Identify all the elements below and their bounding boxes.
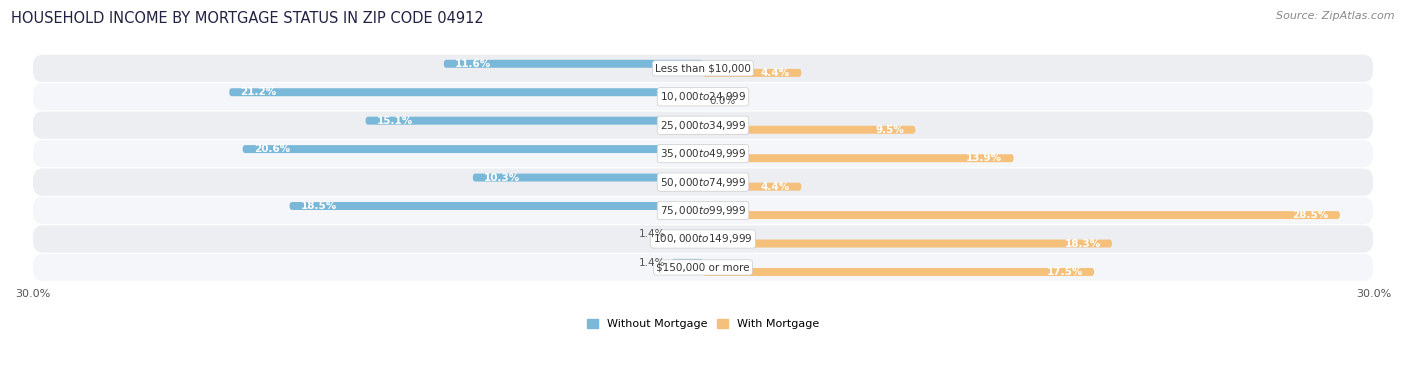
Text: $150,000 or more: $150,000 or more	[657, 262, 749, 273]
Text: Less than $10,000: Less than $10,000	[655, 63, 751, 74]
Text: 21.2%: 21.2%	[240, 87, 277, 97]
FancyBboxPatch shape	[366, 117, 703, 125]
FancyBboxPatch shape	[472, 173, 703, 182]
FancyBboxPatch shape	[32, 169, 1374, 196]
FancyBboxPatch shape	[229, 88, 703, 96]
Text: $25,000 to $34,999: $25,000 to $34,999	[659, 119, 747, 132]
Text: 4.4%: 4.4%	[761, 182, 790, 192]
Text: 17.5%: 17.5%	[1046, 267, 1083, 277]
Text: 9.5%: 9.5%	[876, 125, 904, 135]
Text: $75,000 to $99,999: $75,000 to $99,999	[659, 204, 747, 217]
FancyBboxPatch shape	[703, 239, 1112, 248]
FancyBboxPatch shape	[32, 225, 1374, 253]
Text: 20.6%: 20.6%	[254, 144, 290, 154]
FancyBboxPatch shape	[32, 254, 1374, 281]
FancyBboxPatch shape	[672, 230, 703, 238]
Text: $35,000 to $49,999: $35,000 to $49,999	[659, 147, 747, 160]
FancyBboxPatch shape	[703, 268, 1094, 276]
FancyBboxPatch shape	[32, 140, 1374, 167]
Text: 13.9%: 13.9%	[966, 153, 1002, 163]
Text: Source: ZipAtlas.com: Source: ZipAtlas.com	[1277, 11, 1395, 21]
Text: 4.4%: 4.4%	[761, 68, 790, 78]
FancyBboxPatch shape	[243, 145, 703, 153]
Text: 0.0%: 0.0%	[710, 97, 735, 106]
Text: 11.6%: 11.6%	[456, 59, 491, 69]
FancyBboxPatch shape	[703, 69, 801, 77]
Text: 10.3%: 10.3%	[484, 173, 520, 182]
FancyBboxPatch shape	[703, 211, 1340, 219]
FancyBboxPatch shape	[32, 197, 1374, 224]
Text: 15.1%: 15.1%	[377, 116, 413, 126]
FancyBboxPatch shape	[703, 183, 801, 191]
FancyBboxPatch shape	[290, 202, 703, 210]
FancyBboxPatch shape	[672, 259, 703, 267]
Text: HOUSEHOLD INCOME BY MORTGAGE STATUS IN ZIP CODE 04912: HOUSEHOLD INCOME BY MORTGAGE STATUS IN Z…	[11, 11, 484, 26]
FancyBboxPatch shape	[32, 83, 1374, 110]
Text: $10,000 to $24,999: $10,000 to $24,999	[659, 90, 747, 103]
Text: 18.3%: 18.3%	[1064, 239, 1101, 248]
FancyBboxPatch shape	[703, 126, 915, 134]
Text: 1.4%: 1.4%	[638, 230, 665, 239]
FancyBboxPatch shape	[444, 60, 703, 68]
FancyBboxPatch shape	[703, 154, 1014, 162]
FancyBboxPatch shape	[32, 55, 1374, 82]
Text: 1.4%: 1.4%	[638, 258, 665, 268]
Text: $100,000 to $149,999: $100,000 to $149,999	[654, 233, 752, 245]
Text: 18.5%: 18.5%	[301, 201, 337, 211]
Text: 28.5%: 28.5%	[1292, 210, 1329, 220]
FancyBboxPatch shape	[32, 112, 1374, 139]
Text: $50,000 to $74,999: $50,000 to $74,999	[659, 176, 747, 188]
Legend: Without Mortgage, With Mortgage: Without Mortgage, With Mortgage	[582, 314, 824, 334]
